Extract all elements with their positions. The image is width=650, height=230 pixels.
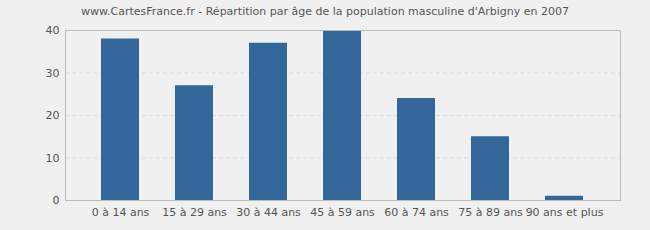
html-text:www.CartesFrance.fr - Répartit: www.CartesFrance.fr - Répartition par âg… <box>81 5 569 18</box>
svg-text:60 à 74 ans: 60 à 74 ans <box>384 206 449 219</box>
svg-text:30: 30 <box>46 67 60 80</box>
svg-text:40: 40 <box>46 24 60 37</box>
svg-text:90 ans et plus: 90 ans et plus <box>526 206 604 219</box>
svg-text:30 à 44 ans: 30 à 44 ans <box>236 206 301 219</box>
svg-text:20: 20 <box>46 109 60 122</box>
svg-text:0: 0 <box>53 194 60 207</box>
svg-text:75 à 89 ans: 75 à 89 ans <box>458 206 523 219</box>
svg-text:0 à 14 ans: 0 à 14 ans <box>92 206 150 219</box>
svg-text:10: 10 <box>46 152 60 165</box>
svg-text:15 à 29 ans: 15 à 29 ans <box>162 206 227 219</box>
svg-text:45 à 59 ans: 45 à 59 ans <box>310 206 375 219</box>
